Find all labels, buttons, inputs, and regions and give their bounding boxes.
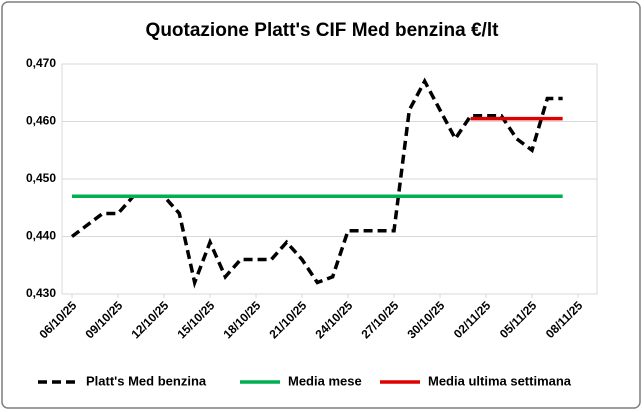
chart-title: Quotazione Platt's CIF Med benzina €/lt: [146, 20, 500, 41]
series-line: [70, 77, 563, 289]
legend-label: Platt's Med benzina: [86, 373, 207, 388]
y-tick-label: 0,450: [26, 171, 56, 185]
y-tick-label: 0,460: [26, 114, 56, 128]
legend-label: Media ultima settimana: [428, 373, 572, 388]
legend-label: Media mese: [288, 373, 362, 388]
y-tick-label: 0,440: [26, 229, 56, 243]
y-tick-label: 0,470: [26, 56, 56, 70]
y-tick-label: 0,430: [26, 286, 56, 300]
